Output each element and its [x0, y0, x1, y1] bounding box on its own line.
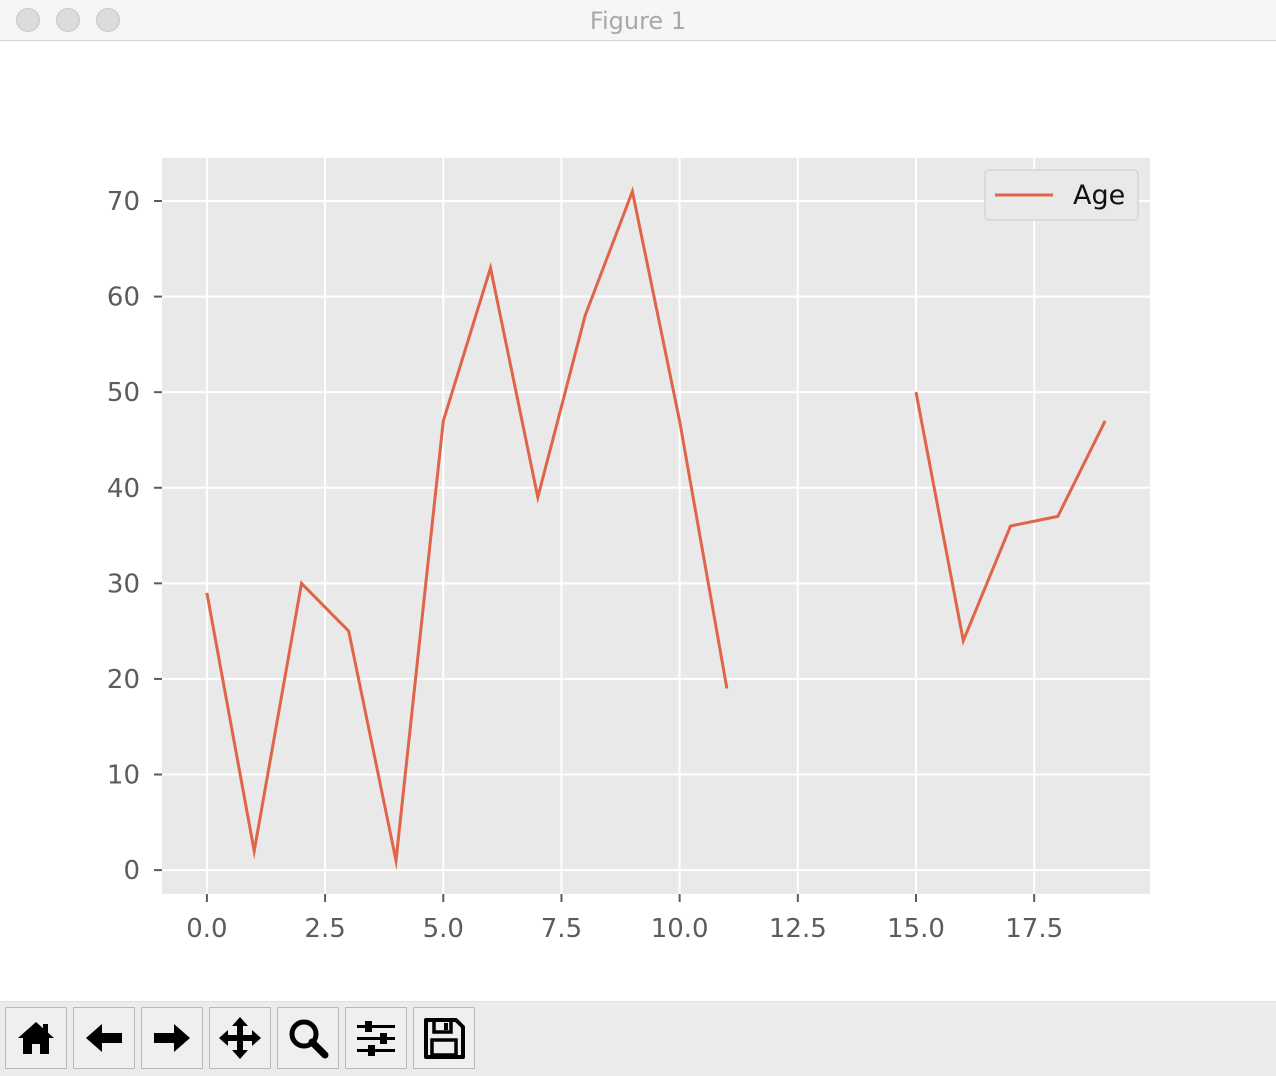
- navigation-toolbar: [0, 1001, 1276, 1076]
- legend: Age: [984, 169, 1139, 221]
- x-tick-label: 15.0: [887, 914, 945, 944]
- x-tick-label: 2.5: [304, 914, 345, 944]
- line-chart[interactable]: 0.0 2.5 5.0 7.5 10.0 12.5 15.0 17.5 0 10 20 30 40 50 6…: [0, 41, 1276, 1001]
- zoom-window-button[interactable]: [96, 8, 120, 32]
- x-tick-label: 12.5: [769, 914, 827, 944]
- y-tick-label: 10: [107, 761, 140, 791]
- y-tick-label: 60: [107, 283, 140, 313]
- title-bar: Figure 1: [0, 0, 1276, 41]
- move-icon: [219, 1017, 261, 1059]
- y-tick-label: 70: [107, 187, 140, 217]
- pan-button[interactable]: [209, 1007, 271, 1069]
- y-tick-label: 20: [107, 665, 140, 695]
- home-icon: [18, 1022, 54, 1054]
- x-tick-label: 10.0: [651, 914, 709, 944]
- forward-button[interactable]: [141, 1007, 203, 1069]
- arrow-right-icon: [154, 1024, 190, 1052]
- legend-label: Age: [1073, 180, 1125, 211]
- x-tick-label: 0.0: [186, 914, 227, 944]
- sliders-icon: [357, 1021, 395, 1056]
- legend-box: [984, 169, 1139, 221]
- y-tick-label: 50: [107, 378, 140, 408]
- save-icon: [424, 1018, 465, 1059]
- window-title: Figure 1: [589, 7, 687, 35]
- back-button[interactable]: [73, 1007, 135, 1069]
- axis-ticks: 0.0 2.5 5.0 7.5 10.0 12.5 15.0 17.5 0 10 20 30 40 50 6…: [107, 187, 1063, 944]
- search-icon: [289, 1019, 329, 1059]
- x-tick-label: 5.0: [423, 914, 464, 944]
- series-lines: [205, 186, 1107, 871]
- figure-canvas[interactable]: 0.0 2.5 5.0 7.5 10.0 12.5 15.0 17.5 0 10 20 30 40 50 6…: [0, 41, 1276, 1001]
- y-tick-label: 40: [107, 474, 140, 504]
- configure-subplots-button[interactable]: [345, 1007, 407, 1069]
- zoom-button[interactable]: [277, 1007, 339, 1069]
- y-tick-label: 30: [107, 569, 140, 599]
- close-window-button[interactable]: [16, 8, 40, 32]
- x-tick-label: 17.5: [1005, 914, 1063, 944]
- series-line-age: [914, 391, 1107, 646]
- arrow-left-icon: [86, 1024, 122, 1052]
- save-button[interactable]: [413, 1007, 475, 1069]
- x-tick-label: 7.5: [541, 914, 582, 944]
- plot-area: [162, 158, 1150, 894]
- y-tick-label: 0: [123, 856, 140, 886]
- home-button[interactable]: [5, 1007, 67, 1069]
- series-line-age: [205, 186, 729, 871]
- minimize-window-button[interactable]: [56, 8, 80, 32]
